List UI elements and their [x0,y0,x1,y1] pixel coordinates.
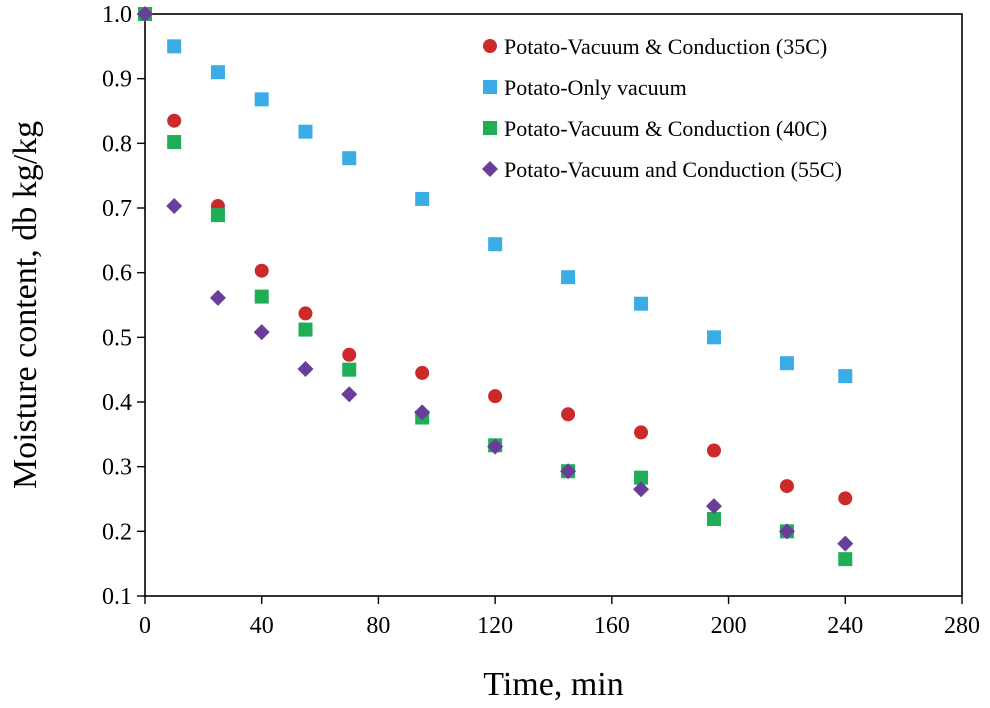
data-point [341,386,358,403]
data-point [298,124,313,139]
data-point [342,362,357,377]
x-tick-label: 240 [827,613,863,639]
data-point [414,404,431,421]
data-point [342,151,357,166]
x-tick-label: 40 [250,613,274,639]
data-point [253,324,270,341]
data-point [779,479,794,494]
series-potato-vacuum-and-conduction-55c [137,6,854,552]
data-point [209,289,226,306]
y-axis: 1.0 0.9 0.8 0.7 0.6 0.5 0.4 0.3 0.2 0.1 [102,2,145,610]
data-point [167,39,182,54]
legend-marker [483,39,497,53]
y-tick-label: 0.1 [102,584,132,610]
y-tick-label: 1.0 [102,2,132,28]
data-point [488,237,503,252]
data-series [137,6,854,567]
y-axis-title: Moisture content, db kg/kg [7,121,44,489]
y-tick-label: 0.6 [102,261,132,287]
legend-item: Potato-Vacuum and Conduction (55C) [482,157,842,182]
data-point [778,523,795,540]
y-tick-label: 0.5 [102,325,132,351]
data-point [838,552,853,567]
legend-label: Potato-Vacuum and Conduction (55C) [504,157,842,182]
legend-label: Potato-Vacuum & Conduction (35C) [504,34,827,59]
data-point [297,361,314,378]
x-tick-label: 120 [477,613,513,639]
x-tick-label: 0 [139,613,151,639]
data-point [838,491,853,506]
legend-marker [483,121,497,135]
x-axis: 0 40 80 120 160 200 240 280 [139,596,980,639]
data-point [706,330,721,345]
data-point [415,365,430,380]
y-tick-label: 0.4 [102,390,132,416]
legend-item: Potato-Only vacuum [483,75,687,100]
data-point [837,535,854,552]
data-point [167,113,182,128]
legend-label: Potato-Vacuum & Conduction (40C) [504,116,827,141]
y-tick-label: 0.8 [102,131,132,157]
series-potato-vacuum-conduction-35c [138,7,853,506]
data-point [254,289,269,304]
y-tick-label: 0.7 [102,196,132,222]
x-tick-label: 200 [711,613,747,639]
legend: Potato-Vacuum & Conduction (35C) Potato-O… [482,34,842,182]
legend-item: Potato-Vacuum & Conduction (40C) [483,116,827,141]
data-point [561,270,576,285]
legend-marker [483,80,497,94]
data-point [838,369,853,384]
data-point [298,306,313,321]
data-point [254,92,269,107]
x-tick-label: 80 [366,613,390,639]
data-point [634,296,649,311]
x-axis-title: Time, min [483,666,623,703]
data-point [779,356,794,371]
data-point [298,322,313,337]
legend-marker [482,161,498,177]
x-tick-label: 280 [944,613,980,639]
y-tick-label: 0.2 [102,519,132,545]
data-point [634,470,649,485]
data-point [210,65,225,80]
data-point [210,208,225,223]
data-point [488,389,503,404]
data-point [706,443,721,458]
data-point [137,6,153,22]
data-point [634,425,649,440]
data-point [705,498,722,515]
data-point [254,263,269,278]
data-point [706,512,721,527]
plot-area [144,13,963,597]
legend-item: Potato-Vacuum & Conduction (35C) [483,34,827,59]
data-point [633,481,650,498]
y-tick-label: 0.9 [102,67,132,93]
y-tick-label: 0.3 [102,455,132,481]
data-point [487,438,504,455]
data-point [166,198,183,215]
data-point [342,347,357,362]
legend-label: Potato-Only vacuum [504,75,687,100]
data-point [415,191,430,206]
data-point [561,407,576,422]
data-point [167,135,182,150]
data-point [560,463,577,480]
x-tick-label: 160 [594,613,630,639]
